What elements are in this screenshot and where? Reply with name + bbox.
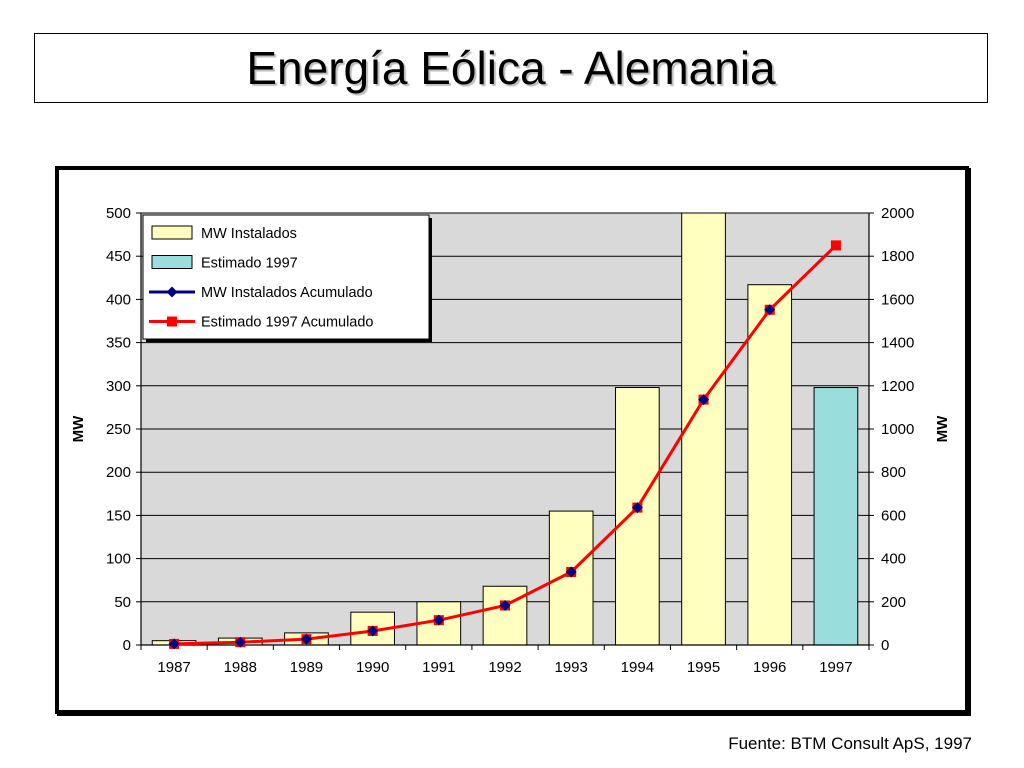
x-tick-label: 1997: [819, 659, 852, 676]
y-axis-title: MW: [70, 415, 87, 442]
bar: [681, 212, 726, 646]
source-note: Fuente: BTM Consult ApS, 1997: [728, 734, 972, 753]
legend-label: Estimado 1997: [201, 256, 298, 272]
y-tick-label: 150: [106, 507, 131, 524]
y2-axis-title: MW: [934, 415, 951, 442]
y2-tick-label: 400: [881, 551, 906, 568]
cumulative-diamond-marker: [764, 304, 776, 316]
y2-tick-label: 600: [881, 507, 906, 524]
y-tick-label: 300: [106, 378, 131, 395]
bar: [548, 510, 594, 646]
y2-tick-label: 1200: [881, 378, 914, 395]
y2-tick-label: 0: [881, 637, 889, 654]
y-tick-label: 0: [123, 637, 131, 654]
combo-chart: 0 50 100 150 200 250 300 350 400 450 500 0 200 400 600…: [70, 205, 951, 676]
y2-tick-label: 200: [881, 594, 906, 611]
bar: [813, 387, 859, 646]
y-tick-label: 250: [106, 421, 131, 438]
legend-swatch: [151, 255, 193, 269]
cumulative-diamond-marker: [300, 633, 312, 645]
cumulative-diamond-marker: [499, 599, 511, 611]
x-tick-label: 1992: [488, 659, 521, 676]
title-box: Energía Eólica - Alemania: [34, 33, 988, 103]
legend-label: MW Instalados Acumulado: [201, 285, 373, 301]
x-tick-label: 1996: [753, 659, 786, 676]
y-tick-label: 450: [106, 248, 131, 265]
cumulative-diamond-marker: [698, 394, 710, 406]
x-tick-label: 1989: [290, 659, 323, 676]
y2-tick-label: 2000: [881, 205, 914, 222]
bar: [482, 585, 528, 646]
cumulative-diamond-marker: [367, 625, 379, 637]
y-tick-label: 200: [106, 464, 131, 481]
x-tick-label: 1990: [356, 659, 389, 676]
cumulative-diamond-marker: [234, 636, 246, 648]
cumulative-diamond-marker: [565, 566, 577, 578]
y-tick-label: 50: [114, 594, 131, 611]
chart-frame: 0 50 100 150 200 250 300 350 400 450 500 0 200 400 600…: [55, 166, 969, 714]
x-tick-label: 1987: [157, 659, 190, 676]
bar: [747, 284, 793, 646]
y-tick-label: 100: [106, 551, 131, 568]
x-tick-label: 1995: [687, 659, 720, 676]
x-tick-label: 1991: [422, 659, 455, 676]
y2-tick-label: 1600: [881, 291, 914, 308]
x-tick-label: 1994: [621, 659, 654, 676]
legend-label: Estimado 1997 Acumulado: [201, 315, 374, 331]
bar: [615, 387, 660, 646]
y-tick-label: 350: [106, 335, 131, 352]
legend-label: MW Instalados: [201, 226, 297, 242]
estimate-square-marker: [830, 240, 841, 251]
cumulative-diamond-marker: [168, 638, 180, 650]
y2-tick-label: 1000: [881, 421, 914, 438]
y2-tick-label: 1800: [881, 248, 914, 265]
y2-tick-label: 800: [881, 464, 906, 481]
y2-tick-label: 1400: [881, 335, 914, 352]
y-tick-label: 500: [106, 205, 131, 222]
x-tick-label: 1993: [554, 659, 587, 676]
y-tick-label: 400: [106, 291, 131, 308]
legend-marker: [166, 286, 178, 298]
cumulative-diamond-marker: [433, 614, 445, 626]
cumulative-diamond-marker: [631, 502, 643, 514]
legend-marker: [167, 316, 177, 327]
x-tick-label: 1988: [224, 659, 257, 676]
slide-title: Energía Eólica - Alemania: [246, 42, 776, 94]
legend-swatch: [151, 225, 193, 240]
